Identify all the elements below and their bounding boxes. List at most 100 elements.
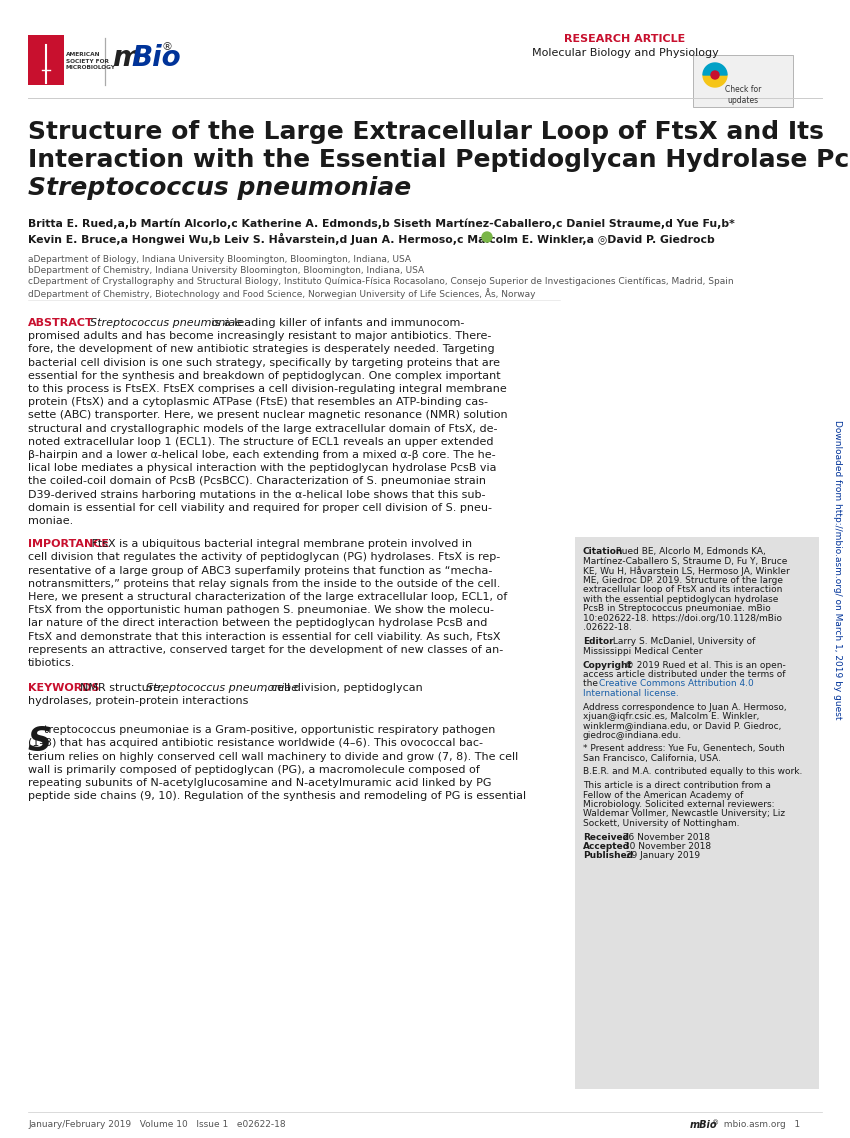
Text: San Francisco, California, USA.: San Francisco, California, USA. [583, 754, 721, 762]
Text: Published: Published [583, 851, 633, 860]
Text: International license.: International license. [583, 688, 679, 698]
Text: 10:e02622-18. https://doi.org/10.1128/mBio: 10:e02622-18. https://doi.org/10.1128/mB… [583, 613, 782, 622]
Text: the coiled-coil domain of PcsB (PcsBCC). Characterization of S. pneumoniae strai: the coiled-coil domain of PcsB (PcsBCC).… [28, 477, 486, 486]
Circle shape [482, 232, 492, 242]
Text: Bio: Bio [131, 44, 181, 72]
Text: terium relies on highly conserved cell wall machinery to divide and grow (7, 8).: terium relies on highly conserved cell w… [28, 751, 518, 761]
FancyBboxPatch shape [693, 55, 793, 107]
Text: Structure of the Large Extracellular Loop of FtsX and Its: Structure of the Large Extracellular Loo… [28, 119, 824, 145]
Text: winklerm@indiana.edu, or David P. Giedroc,: winklerm@indiana.edu, or David P. Giedro… [583, 721, 781, 731]
Text: Creative Commons Attribution 4.0: Creative Commons Attribution 4.0 [599, 679, 754, 688]
Text: This article is a direct contribution from a: This article is a direct contribution fr… [583, 781, 771, 790]
Polygon shape [703, 75, 727, 86]
Text: wall is primarily composed of peptidoglycan (PG), a macromolecule composed of: wall is primarily composed of peptidogly… [28, 765, 479, 775]
Text: Kevin E. Bruce,a Hongwei Wu,b Leiv S. Håvarstein,d Juan A. Hermoso,c Malcolm E. : Kevin E. Bruce,a Hongwei Wu,b Leiv S. Hå… [28, 233, 715, 245]
Text: * Present address: Yue Fu, Genentech, South: * Present address: Yue Fu, Genentech, So… [583, 744, 785, 753]
Text: Address correspondence to Juan A. Hermoso,: Address correspondence to Juan A. Hermos… [583, 702, 786, 711]
Text: KEYWORDS: KEYWORDS [28, 683, 99, 693]
Text: m: m [112, 44, 141, 72]
Text: ®: ® [162, 42, 173, 52]
Circle shape [711, 71, 719, 79]
Text: hydrolases, protein-protein interactions: hydrolases, protein-protein interactions [28, 696, 248, 707]
Text: sette (ABC) transporter. Here, we present nuclear magnetic resonance (NMR) solut: sette (ABC) transporter. Here, we presen… [28, 411, 507, 420]
Text: ME, Giedroc DP. 2019. Structure of the large: ME, Giedroc DP. 2019. Structure of the l… [583, 576, 783, 585]
FancyBboxPatch shape [28, 35, 64, 85]
Text: Mississippi Medical Center: Mississippi Medical Center [583, 648, 702, 655]
Text: PcsB in Streptococcus pneumoniae. mBio: PcsB in Streptococcus pneumoniae. mBio [583, 604, 771, 613]
Text: fore, the development of new antibiotic strategies is desperately needed. Target: fore, the development of new antibiotic … [28, 345, 495, 354]
Text: notransmitters,” proteins that relay signals from the inside to the outside of t: notransmitters,” proteins that relay sig… [28, 579, 501, 588]
Text: 29 January 2019: 29 January 2019 [623, 851, 700, 860]
Text: KE, Wu H, Håvarstein LS, Hermoso JA, Winkler: KE, Wu H, Håvarstein LS, Hermoso JA, Win… [583, 566, 790, 576]
Text: FtsX from the opportunistic human pathogen S. pneumoniae. We show the molecu-: FtsX from the opportunistic human pathog… [28, 605, 494, 616]
Text: Received: Received [583, 833, 629, 841]
Text: Citation: Citation [583, 547, 623, 556]
Text: S: S [28, 725, 52, 758]
Text: Rued BE, Alcorlo M, Edmonds KA,: Rued BE, Alcorlo M, Edmonds KA, [613, 547, 766, 556]
Text: Microbiology. Solicited external reviewers:: Microbiology. Solicited external reviewe… [583, 800, 774, 809]
Text: Check for
updates: Check for updates [725, 85, 762, 105]
Text: , cell division, peptidoglycan: , cell division, peptidoglycan [264, 683, 422, 693]
Text: tibiotics.: tibiotics. [28, 658, 76, 668]
Text: FtsX and demonstrate that this interaction is essential for cell viability. As s: FtsX and demonstrate that this interacti… [28, 632, 501, 642]
Text: ®: ® [712, 1120, 719, 1125]
Text: β-hairpin and a lower α-helical lobe, each extending from a mixed α-β core. The : β-hairpin and a lower α-helical lobe, ea… [28, 450, 496, 460]
Text: with the essential peptidoglycan hydrolase: with the essential peptidoglycan hydrola… [583, 594, 779, 603]
Text: .02622-18.: .02622-18. [583, 622, 632, 632]
Text: noted extracellular loop 1 (ECL1). The structure of ECL1 reveals an upper extend: noted extracellular loop 1 (ECL1). The s… [28, 437, 494, 447]
Text: Fellow of the American Academy of: Fellow of the American Academy of [583, 791, 744, 800]
Text: bDepartment of Chemistry, Indiana University Bloomington, Bloomington, Indiana, : bDepartment of Chemistry, Indiana Univer… [28, 266, 424, 275]
Text: resentative of a large group of ABC3 superfamily proteins that function as “mech: resentative of a large group of ABC3 sup… [28, 566, 492, 576]
Text: promised adults and has become increasingly resistant to major antibiotics. Ther: promised adults and has become increasin… [28, 331, 491, 341]
Text: xjuan@iqfr.csic.es, Malcolm E. Winkler,: xjuan@iqfr.csic.es, Malcolm E. Winkler, [583, 712, 759, 721]
Text: access article distributed under the terms of: access article distributed under the ter… [583, 670, 785, 679]
Text: Molecular Biology and Physiology: Molecular Biology and Physiology [531, 48, 718, 58]
Text: D39-derived strains harboring mutations in the α-helical lobe shows that this su: D39-derived strains harboring mutations … [28, 489, 485, 500]
Text: Here, we present a structural characterization of the large extracellular loop, : Here, we present a structural characteri… [28, 592, 507, 602]
Text: Britta E. Rued,a,b Martín Alcorlo,c Katherine A. Edmonds,b Siseth Martínez-Cabal: Britta E. Rued,a,b Martín Alcorlo,c Kath… [28, 218, 734, 229]
Text: lar nature of the direct interaction between the peptidoglycan hydrolase PcsB an: lar nature of the direct interaction bet… [28, 618, 487, 628]
Text: 26 November 2018: 26 November 2018 [620, 833, 710, 841]
Text: the: the [583, 679, 601, 688]
Text: Larry S. McDaniel, University of: Larry S. McDaniel, University of [610, 637, 756, 646]
Text: peptide side chains (9, 10). Regulation of the synthesis and remodeling of PG is: peptide side chains (9, 10). Regulation … [28, 791, 526, 801]
Text: (1–3) that has acquired antibiotic resistance worldwide (4–6). This ovococcal ba: (1–3) that has acquired antibiotic resis… [28, 739, 483, 749]
Text: mbio.asm.org   1: mbio.asm.org 1 [718, 1120, 800, 1129]
Text: Streptococcus pneumoniae: Streptococcus pneumoniae [28, 176, 411, 200]
Text: Sockett, University of Nottingham.: Sockett, University of Nottingham. [583, 819, 740, 828]
Text: moniae.: moniae. [28, 516, 73, 526]
Text: essential for the synthesis and breakdown of peptidoglycan. One complex importan: essential for the synthesis and breakdow… [28, 371, 501, 381]
Text: extracellular loop of FtsX and its interaction: extracellular loop of FtsX and its inter… [583, 585, 782, 594]
Text: repeating subunits of N-acetylglucosamine and N-acetylmuramic acid linked by PG: repeating subunits of N-acetylglucosamin… [28, 778, 491, 787]
Text: mBio: mBio [690, 1120, 717, 1130]
Text: AMERICAN
SOCIETY FOR
MICROBIOLOGY: AMERICAN SOCIETY FOR MICROBIOLOGY [66, 52, 116, 71]
Text: treptococcus pneumoniae is a Gram-positive, opportunistic respiratory pathogen: treptococcus pneumoniae is a Gram-positi… [44, 725, 496, 735]
Text: Waldemar Vollmer, Newcastle University; Liz: Waldemar Vollmer, Newcastle University; … [583, 809, 785, 818]
Text: represents an attractive, conserved target for the development of new classes of: represents an attractive, conserved targ… [28, 645, 503, 654]
Text: © 2019 Rued et al. This is an open-: © 2019 Rued et al. This is an open- [622, 660, 785, 669]
Text: aDepartment of Biology, Indiana University Bloomington, Bloomington, Indiana, US: aDepartment of Biology, Indiana Universi… [28, 255, 411, 264]
Text: Streptococcus pneumoniae: Streptococcus pneumoniae [90, 318, 242, 328]
Text: FtsX is a ubiquitous bacterial integral membrane protein involved in: FtsX is a ubiquitous bacterial integral … [88, 539, 472, 550]
Text: Downloaded from http://mbio.asm.org/ on March 1, 2019 by guest: Downloaded from http://mbio.asm.org/ on … [834, 420, 842, 719]
Text: protein (FtsX) and a cytoplasmic ATPase (FtsE) that resembles an ATP-binding cas: protein (FtsX) and a cytoplasmic ATPase … [28, 397, 488, 407]
Text: Editor: Editor [583, 637, 614, 646]
Text: cDepartment of Crystallography and Structural Biology, Instituto Química-Física : cDepartment of Crystallography and Struc… [28, 277, 734, 286]
Text: Martínez-Caballero S, Straume D, Fu Y, Bruce: Martínez-Caballero S, Straume D, Fu Y, B… [583, 556, 787, 566]
Text: bacterial cell division is one such strategy, specifically by targeting proteins: bacterial cell division is one such stra… [28, 357, 500, 368]
Polygon shape [703, 63, 727, 75]
Text: Interaction with the Essential Peptidoglycan Hydrolase PcsB in: Interaction with the Essential Peptidogl… [28, 148, 850, 172]
Text: B.E.R. and M.A. contributed equally to this work.: B.E.R. and M.A. contributed equally to t… [583, 767, 802, 776]
Text: iD: iD [484, 234, 490, 239]
Text: dDepartment of Chemistry, Biotechnology and Food Science, Norwegian University o: dDepartment of Chemistry, Biotechnology … [28, 288, 536, 299]
Text: RESEARCH ARTICLE: RESEARCH ARTICLE [564, 34, 686, 44]
Text: NMR structure,: NMR structure, [80, 683, 167, 693]
Text: giedroc@indiana.edu.: giedroc@indiana.edu. [583, 731, 682, 740]
Text: Accepted: Accepted [583, 842, 630, 851]
Text: lical lobe mediates a physical interaction with the peptidoglycan hydrolase PcsB: lical lobe mediates a physical interacti… [28, 463, 496, 473]
Text: is a leading killer of infants and immunocom-: is a leading killer of infants and immun… [208, 318, 464, 328]
Text: structural and crystallographic models of the large extracellular domain of FtsX: structural and crystallographic models o… [28, 423, 497, 434]
Text: cell division that regulates the activity of peptidoglycan (PG) hydrolases. FtsX: cell division that regulates the activit… [28, 552, 501, 562]
Text: domain is essential for cell viability and required for proper cell division of : domain is essential for cell viability a… [28, 503, 492, 513]
Text: January/February 2019   Volume 10   Issue 1   e02622-18: January/February 2019 Volume 10 Issue 1 … [28, 1120, 286, 1129]
